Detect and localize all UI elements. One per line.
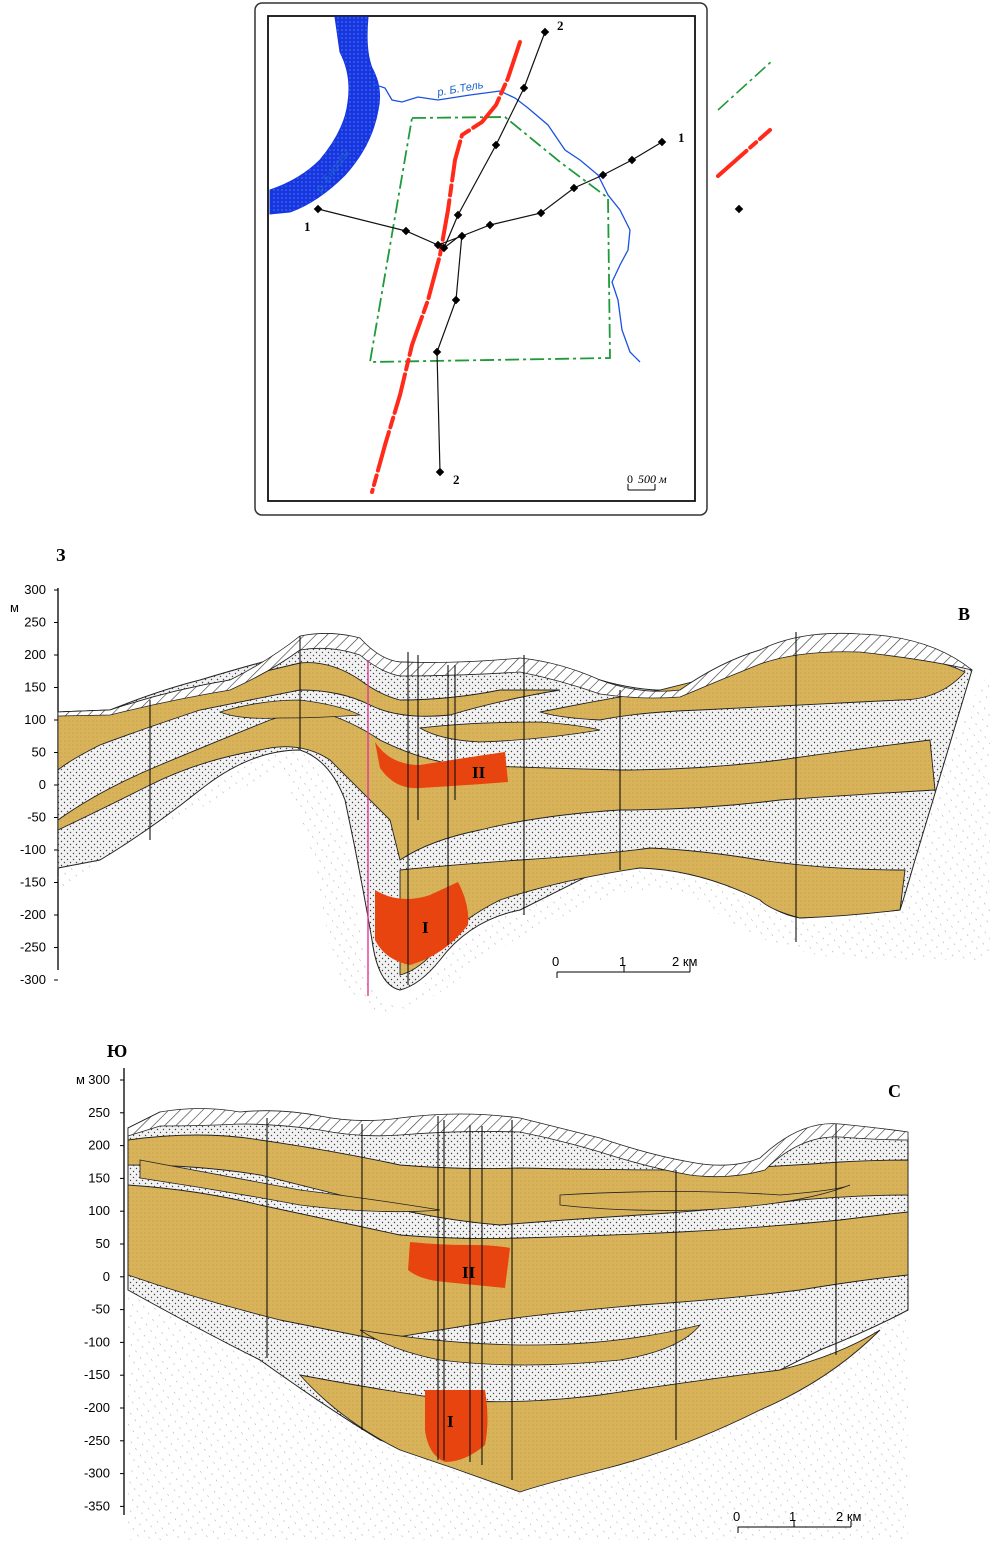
section2-ore-body-I: [425, 1390, 488, 1462]
section1-ore-label-II: II: [472, 763, 486, 782]
profile-1-west-label: 1: [304, 219, 311, 234]
y-tick-label: -150: [20, 875, 46, 890]
section1-scale-bar: 0 1 2 км: [552, 954, 698, 978]
section1-east-label: В: [958, 604, 970, 624]
svg-text:м: м: [10, 600, 19, 615]
y-tick-label: -250: [20, 940, 46, 955]
section1-ore-label-I: I: [422, 918, 429, 937]
y-tick-label: 0: [103, 1269, 110, 1284]
y-tick-label: -250: [84, 1433, 110, 1448]
y-tick-label: -350: [84, 1498, 110, 1513]
svg-text:0: 0: [627, 472, 633, 486]
y-tick-label: 250: [88, 1105, 110, 1120]
section2-basement: [128, 1270, 908, 1540]
profile-2-north-label: 2: [557, 18, 564, 33]
y-tick-label: 250: [24, 615, 46, 630]
y-tick-label: 300: [88, 1072, 110, 1087]
river-yenisei: [269, 16, 380, 215]
legend-fault-symbol: [716, 128, 772, 178]
section-south-north: Ю С м 300 250 200 150 100 50 0 -50 -100 -150 -200 -…: [76, 1041, 909, 1540]
section2-surface-cover: [127, 1108, 909, 1178]
profile-1-east-label: 1: [678, 130, 685, 145]
section1-y-axis: м 300 250 200 150 100 50 0 -50 -100 -150 -200 -250 -…: [10, 582, 59, 987]
svg-text:2 км: 2 км: [672, 954, 698, 969]
svg-text:0: 0: [552, 954, 559, 969]
y-tick-label: 100: [88, 1203, 110, 1218]
svg-text:1: 1: [789, 1509, 796, 1524]
y-tick-label: 200: [24, 647, 46, 662]
profile-line-2: [436, 31, 546, 473]
section1-surface-cover: [57, 632, 973, 717]
profile-2-south-label: 2: [453, 472, 460, 487]
profile-line-1: [317, 141, 663, 246]
section1-sand-layer-lower: [399, 847, 906, 976]
svg-text:м: м: [76, 1072, 85, 1087]
section2-north-label: С: [888, 1081, 901, 1101]
section2-ore-body-II: [408, 1242, 510, 1288]
y-tick-label: -150: [84, 1367, 110, 1382]
y-tick-label: -50: [91, 1302, 110, 1317]
y-tick-label: 100: [24, 712, 46, 727]
y-tick-label: -100: [20, 842, 46, 857]
svg-text:0: 0: [733, 1509, 740, 1524]
y-tick-label: 50: [32, 745, 46, 760]
section2-scale-bar: 0 1 2 км: [733, 1509, 862, 1533]
section2-ore-label-I: I: [447, 1412, 454, 1431]
y-tick-label: 200: [88, 1138, 110, 1153]
legend-boundary-symbol: [717, 59, 774, 111]
y-tick-label: -100: [84, 1334, 110, 1349]
svg-text:2 км: 2 км: [836, 1509, 862, 1524]
y-tick-label: 0: [39, 777, 46, 792]
section1-basement: [58, 670, 990, 1012]
map-scale-bar: 0 500 м: [627, 472, 667, 491]
fault-line: [370, 40, 522, 494]
svg-text:500 м: 500 м: [638, 472, 667, 486]
y-tick-label: 150: [24, 680, 46, 695]
section1-ore-body-I: [375, 882, 469, 965]
section2-y-axis: м 300 250 200 150 100 50 0 -50 -100 -150 -200 -250 -…: [76, 1068, 125, 1515]
y-tick-label: -300: [20, 972, 46, 987]
map-legend: [716, 59, 774, 214]
section2-south-label: Ю: [107, 1041, 127, 1061]
y-tick-label: 300: [24, 582, 46, 597]
legend-well-symbol: [734, 204, 744, 214]
y-tick-label: -300: [84, 1466, 110, 1481]
section2-wells: [266, 1116, 837, 1480]
svg-text:1: 1: [619, 954, 626, 969]
area-boundary: [368, 116, 611, 363]
section2-ore-label-II: II: [462, 1263, 476, 1282]
y-tick-label: -200: [84, 1400, 110, 1415]
y-tick-label: -200: [20, 907, 46, 922]
section-west-east: З В м 300 250 200 150 100 50 0 -50 -100 -150 -200 -…: [10, 545, 990, 1012]
location-map: р. Енисей р. Б.Тель: [254, 2, 708, 516]
y-tick-label: 50: [96, 1236, 110, 1251]
y-tick-label: -50: [27, 810, 46, 825]
river-b-tel: [372, 83, 641, 363]
section1-wells: [149, 632, 797, 996]
y-tick-label: 150: [88, 1170, 110, 1185]
section1-west-label: З: [56, 545, 66, 565]
